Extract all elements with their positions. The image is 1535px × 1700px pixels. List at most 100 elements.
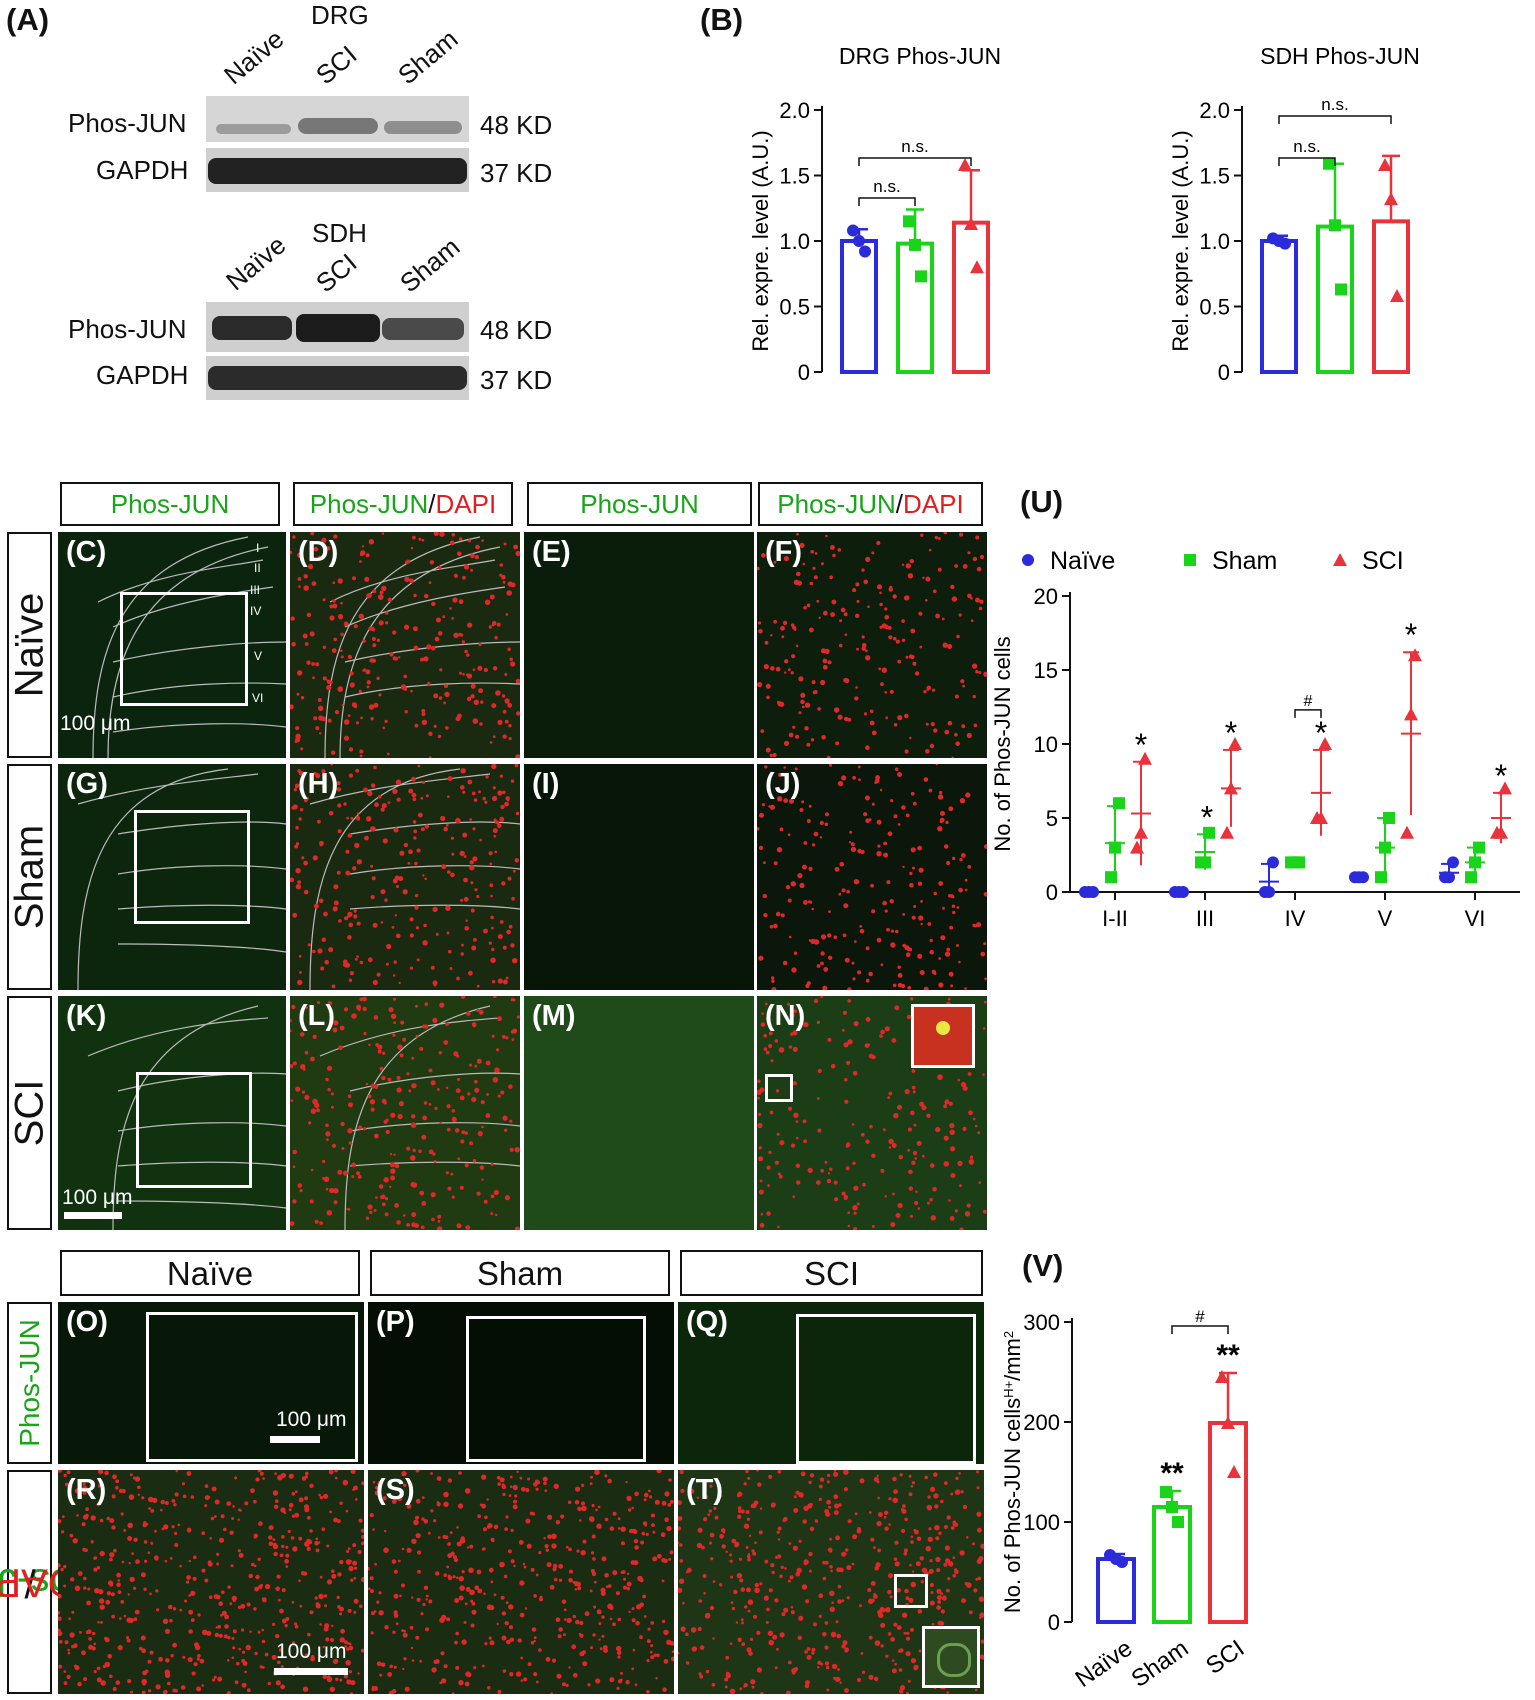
sdh-title: SDH <box>312 218 367 248</box>
lane-label-sham: Sham <box>392 23 464 91</box>
panel-label-r: (R) <box>66 1474 107 1506</box>
sig-bracket <box>858 197 916 206</box>
header-phos-jun-dapi-1: Phos-JUN/DAPI <box>293 482 513 526</box>
side-header-phos-jun: Phos-JUN <box>7 1302 52 1464</box>
row-header-naive: Naïve <box>7 532 52 758</box>
panel-label-v: (V) <box>1022 1248 1064 1283</box>
panel-label-i: (I) <box>532 768 560 800</box>
drg-gapdh-blot <box>206 148 469 192</box>
panel-label-p: (P) <box>376 1306 415 1338</box>
sig-label: n.s. <box>1293 137 1320 156</box>
data-point <box>1177 886 1189 898</box>
data-point <box>1465 871 1477 884</box>
data-point <box>1329 219 1341 232</box>
row-header-sci: SCI <box>7 996 52 1230</box>
sig-label: # <box>1195 1307 1205 1326</box>
y-axis-label: Rel. expre. level (A.U.) <box>748 130 773 351</box>
data-point <box>903 215 915 228</box>
panel-label-c: (C) <box>66 536 107 568</box>
image-h: (H) <box>290 764 520 990</box>
panel-label-j: (J) <box>765 768 801 800</box>
data-point <box>1224 781 1238 795</box>
sig-bracket <box>1278 115 1392 124</box>
data-point <box>1203 826 1215 839</box>
svg-text:II: II <box>254 561 261 575</box>
row-label-phos-jun: Phos-JUN <box>68 108 187 138</box>
header-phos-jun-2: Phos-JUN <box>527 482 752 526</box>
panel-label-q: (Q) <box>686 1306 728 1338</box>
data-point <box>1113 797 1125 810</box>
bar-0 <box>840 239 878 374</box>
roi-box-q <box>796 1314 976 1464</box>
image-q: (Q) <box>678 1302 984 1464</box>
scale-bar-r <box>274 1668 348 1675</box>
image-d: (D) <box>290 532 520 758</box>
y-tick-label: 200 <box>1023 1410 1060 1435</box>
drg-phos-jun-blot <box>206 96 469 142</box>
roi-box-k <box>136 1072 252 1188</box>
y-tick-label: 10 <box>1034 732 1058 757</box>
data-point <box>964 216 978 230</box>
y-tick-label: 1.0 <box>1199 229 1230 254</box>
row-label-gapdh: GAPDH <box>96 155 189 185</box>
data-point <box>958 158 972 172</box>
bar-1 <box>1316 224 1354 374</box>
data-point <box>1221 1416 1235 1429</box>
chart-laminae-counts: Naïve Sham SCI 0 5 10 15 20 No. of Phos-JUN cell… <box>990 547 1520 931</box>
panel-label-d: (D) <box>298 536 339 568</box>
scale-bar-k <box>64 1212 122 1219</box>
lane-label-sham-sdh: Sham <box>394 231 466 299</box>
lamina-i: I <box>256 541 259 555</box>
y-tick-label: 5 <box>1046 806 1058 831</box>
image-s: (S) <box>368 1470 674 1694</box>
x-tick-label: VI <box>1465 906 1486 931</box>
image-o: (O) 100 μm <box>58 1302 364 1464</box>
x-tick-label: SCI <box>1201 1635 1249 1680</box>
data-point <box>1443 871 1455 884</box>
y-axis-label: Rel. expre. level (A.U.) <box>1168 130 1193 351</box>
data-point <box>1160 1486 1172 1498</box>
data-point <box>1318 737 1332 750</box>
image-c: I II III IV V VI (C) 100 μm <box>58 532 286 758</box>
data-point <box>1130 840 1144 854</box>
data-point <box>1105 871 1117 884</box>
data-point <box>1498 781 1512 795</box>
sig-bracket <box>1294 709 1322 718</box>
data-point <box>1228 737 1242 750</box>
image-f: (F) <box>757 532 987 758</box>
data-point <box>1400 825 1414 839</box>
data-point <box>1293 856 1305 869</box>
data-point <box>909 238 921 251</box>
side-header-phos-jun-dapi: Phos-JUN/DAPI <box>0 1470 121 1694</box>
image-l: (L) <box>290 996 520 1230</box>
legend-marker <box>1022 554 1034 566</box>
x-tick-label: Naïve <box>1071 1635 1138 1693</box>
image-r: (R) 100 μm <box>58 1470 364 1694</box>
data-point <box>859 245 871 258</box>
header-drg-naive: Naïve <box>60 1250 360 1296</box>
sig-star-sham: * <box>1201 799 1213 835</box>
bar-2 <box>952 220 990 374</box>
sig-star: * <box>1405 617 1417 653</box>
data-point <box>1335 283 1347 296</box>
data-point <box>847 224 859 237</box>
y-tick-label: 0 <box>1218 360 1230 385</box>
kd-48-drg: 48 KD <box>480 110 553 140</box>
data-point <box>915 270 927 283</box>
sig-label: n.s. <box>901 137 928 156</box>
data-point <box>1378 158 1392 172</box>
data-point <box>1166 1501 1178 1513</box>
image-i: (I) <box>524 764 754 990</box>
sig-label: # <box>1304 693 1313 710</box>
bar-2 <box>1372 219 1410 374</box>
y-axis-label: No. of Phos-JUN cellsH+/mm2 <box>1000 1331 1025 1613</box>
x-tick-label: I-II <box>1102 906 1128 931</box>
roi-box-p <box>466 1316 646 1462</box>
bar-0 <box>1096 1557 1136 1624</box>
roi-box-o <box>146 1312 358 1462</box>
scale-text-o: 100 μm <box>276 1408 347 1431</box>
y-tick-label: 1.5 <box>1199 164 1230 189</box>
sdh-phos-jun-blot <box>206 302 469 352</box>
